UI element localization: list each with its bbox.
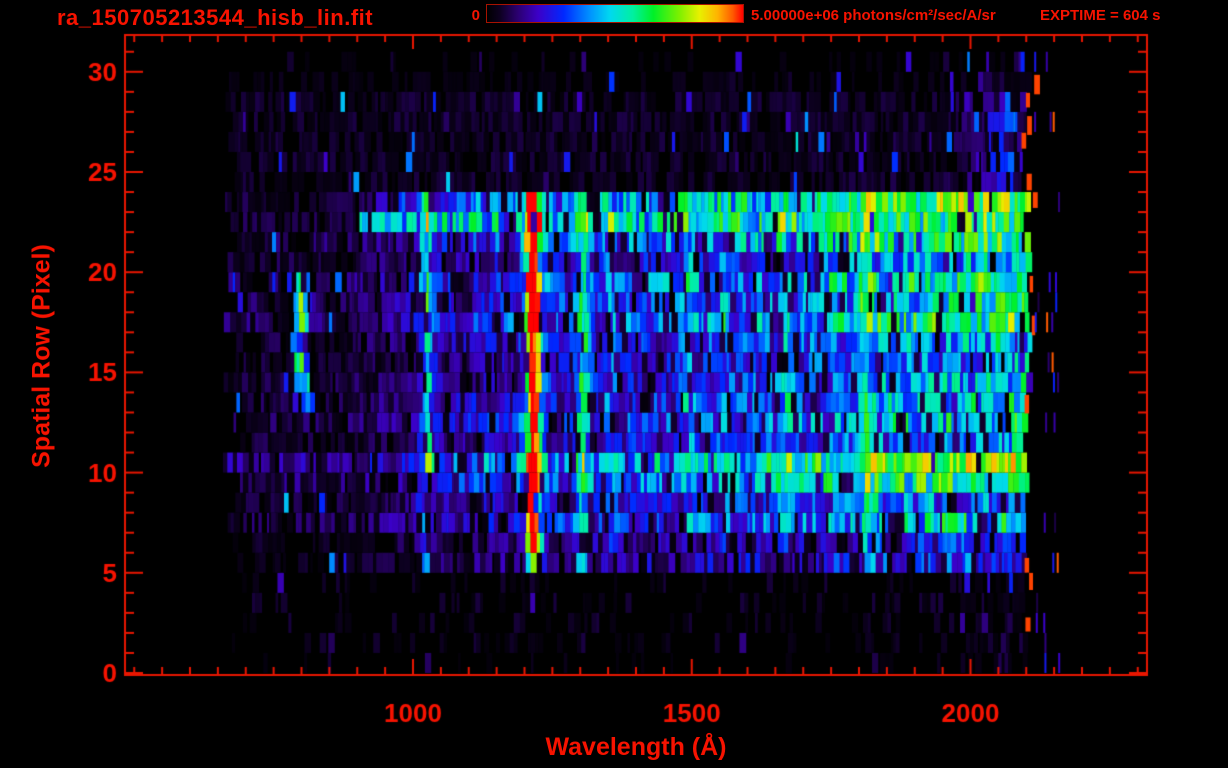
plot-title: ra_150705213544_hisb_lin.fit: [57, 5, 374, 30]
colorbar-max-label: 5.00000e+06 photons/cm²/sec/A/sr: [751, 7, 996, 24]
colorbar: [486, 4, 744, 23]
exptime-label: EXPTIME = 604 s: [1040, 7, 1161, 24]
y-axis-title: Spatial Row (Pixel): [27, 244, 56, 468]
colorbar-min-label: 0: [471, 7, 480, 24]
x-axis-title: Wavelength (Å): [545, 733, 727, 761]
